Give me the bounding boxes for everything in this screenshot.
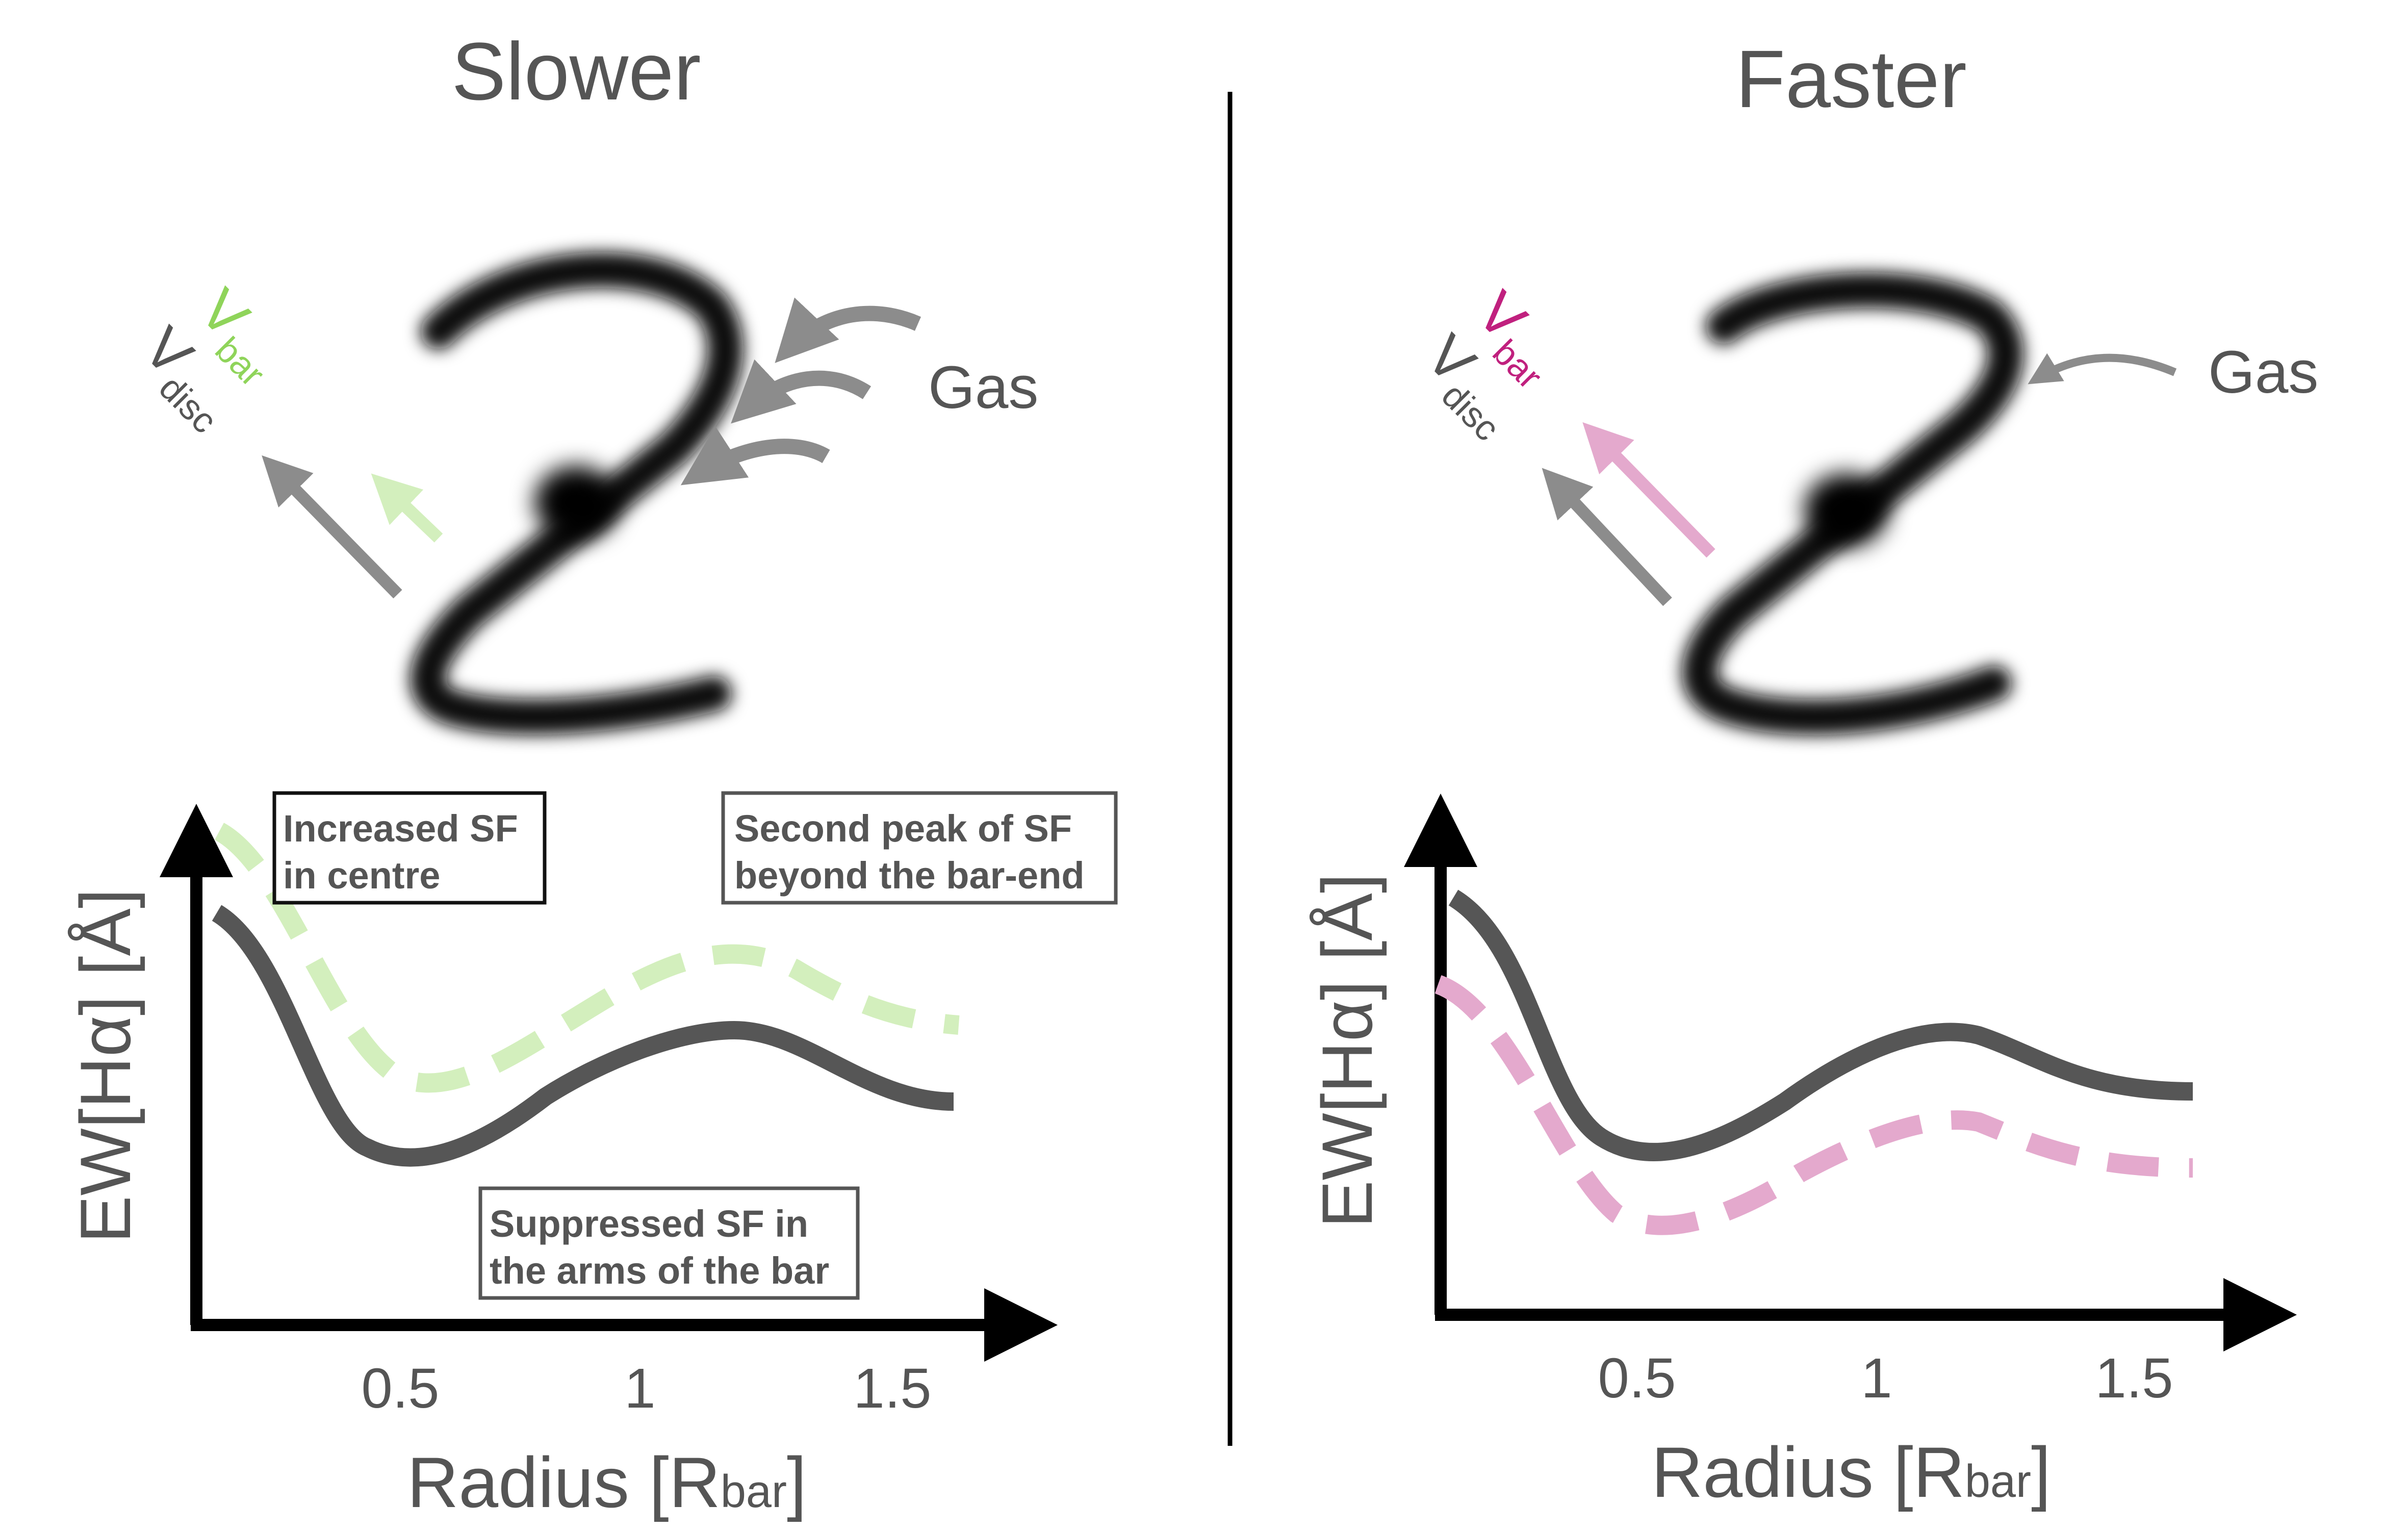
dashed-curve-faster [1434,975,2193,1235]
vbar-arrow [371,473,443,543]
gas-label: Gas [2208,339,2318,406]
bar-galaxy-image [410,252,744,735]
svg-text:beyond the bar-end: beyond the bar-end [734,854,1085,897]
svg-text:Second peak of SF: Second peak of SF [734,807,1072,850]
x-tick-label: 1 [1861,1347,1892,1410]
x-tick-label: 1.5 [854,1357,932,1420]
x-tick-label: 0.5 [362,1357,440,1420]
annotation-increased-sf: Increased SF in centre [272,791,547,905]
panel-faster: Faster Gas Vbar Vdisc 0.5 1 1.5 Radius [… [1307,33,2318,1512]
solid-curve-reference [1448,889,2193,1161]
y-axis-label: EW[Hα] [Å] [65,888,145,1243]
vdisc-arrow [1542,468,1672,606]
annotation-suppressed-sf: Suppressed SF in the arms of the bar [478,1186,860,1300]
vbar-arrow [1582,422,1715,558]
dashed-curve-slower [214,823,960,1093]
x-tick-label: 1.5 [2095,1347,2173,1410]
gas-arrows [680,297,921,486]
x-axis-label: Radius [Rbar] [1651,1432,2051,1512]
panel-title: Faster [1735,33,1966,124]
panel-title: Slower [451,26,701,117]
y-axis-label: EW[Hα] [Å] [1307,873,1387,1228]
svg-text:in centre: in centre [283,854,440,897]
svg-text:Suppressed SF in: Suppressed SF in [490,1203,808,1245]
x-tick-label: 0.5 [1598,1347,1676,1410]
solid-curve-reference [212,905,954,1167]
annotation-second-peak: Second peak of SF beyond the bar-end [721,791,1118,905]
gas-arrow [2028,353,2177,385]
svg-text:the arms of the bar: the arms of the bar [490,1250,829,1292]
panel-slower: Slower Gas Vbar Vdisc 0.5 1 [65,26,1118,1522]
x-axis-label: Radius [Rbar] [407,1442,807,1522]
bar-galaxy-image [1682,272,2023,735]
gas-label: Gas [928,354,1038,421]
x-tick-label: 1 [624,1357,655,1420]
svg-text:Increased SF: Increased SF [283,807,518,850]
vdisc-arrow [262,455,402,599]
